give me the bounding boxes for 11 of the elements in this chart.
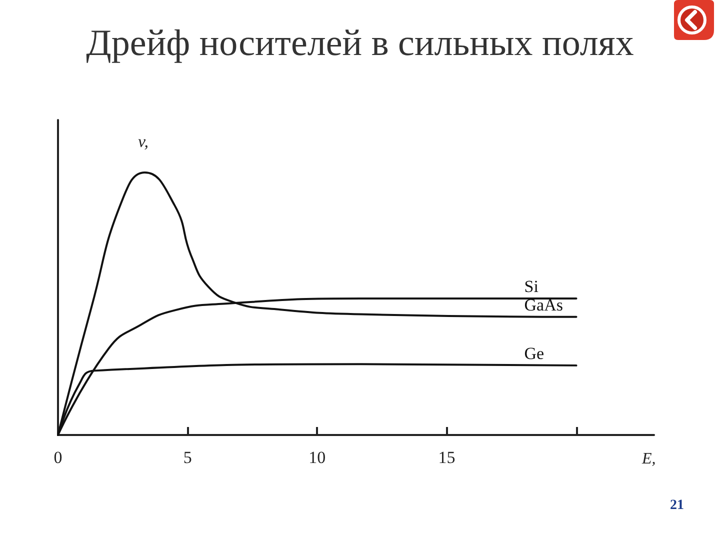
x-tick-label: 5 xyxy=(183,448,192,467)
x-tick-label: 10 xyxy=(308,448,326,467)
text: 21 xyxy=(670,498,684,514)
x-axis-title: E, xyxy=(641,450,656,468)
chart-title: Дрейф носителей в сильных полях xyxy=(85,22,635,65)
series-label: GaAs xyxy=(524,295,563,314)
x-tick-label: 0 xyxy=(54,448,62,467)
series-label: Si xyxy=(524,277,539,296)
series-label: Ge xyxy=(524,344,544,363)
x-tick-label: 15 xyxy=(438,448,456,467)
y-axis-title: v, xyxy=(138,132,149,151)
